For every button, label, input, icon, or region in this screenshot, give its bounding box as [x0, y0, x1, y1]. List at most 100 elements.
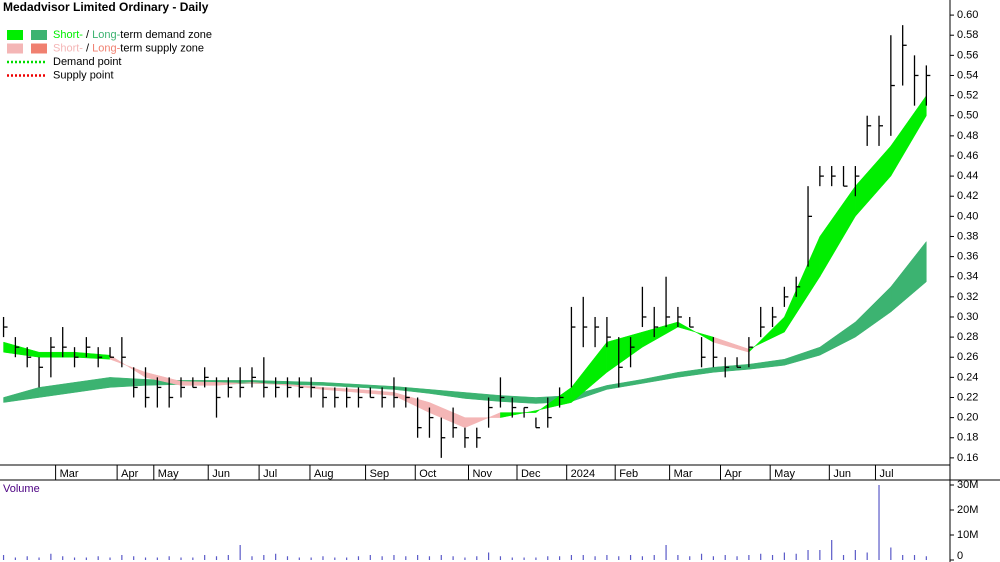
- short-zone-segment: [3, 341, 40, 358]
- short-zone-segment: [429, 402, 466, 429]
- x-tick-label: Aug: [314, 468, 334, 480]
- y-tick-label: 0.58: [957, 29, 978, 41]
- long-zone-segment: [677, 367, 714, 378]
- legend-text: Long-: [92, 29, 120, 41]
- y-tick-label: 0.16: [957, 452, 978, 464]
- x-tick-label: Apr: [724, 468, 741, 480]
- x-tick-label: Feb: [619, 468, 638, 480]
- x-tick-label: Jun: [212, 468, 230, 480]
- legend-text: Supply point: [53, 69, 114, 81]
- short-zone-segment: [748, 316, 785, 353]
- short-zone-segment: [677, 321, 714, 343]
- legend-swatch: [7, 43, 23, 54]
- legend-swatch: [31, 43, 47, 54]
- y-tick-label: 0.26: [957, 351, 978, 363]
- long-zone-segment: [393, 386, 430, 394]
- x-tick-label: Jun: [833, 468, 851, 480]
- y-tick-label: 0.60: [957, 9, 978, 21]
- y-tick-label: 0.50: [957, 110, 978, 122]
- legend-label: Short- / Long-term demand zone: [53, 29, 212, 41]
- long-zone-segment: [38, 382, 75, 398]
- x-tick-label: Nov: [472, 468, 492, 480]
- long-zone-segment: [819, 321, 856, 356]
- short-zone-segment: [464, 412, 501, 429]
- y-tick-label: 0.28: [957, 331, 978, 343]
- legend-text: /: [83, 29, 92, 41]
- y-tick-label: 0.18: [957, 432, 978, 444]
- y-tick-label: 0.34: [957, 271, 978, 283]
- x-tick-label: May: [774, 468, 795, 480]
- x-tick-label: Mar: [60, 468, 79, 480]
- y-tick-label: 0: [957, 550, 963, 562]
- y-tick-label: 0.48: [957, 130, 978, 142]
- legend-label: Demand point: [53, 56, 122, 68]
- y-tick-label: 0.40: [957, 210, 978, 222]
- y-tick-label: 0.24: [957, 371, 978, 383]
- long-zone-segment: [890, 240, 927, 313]
- short-zone-segment: [713, 336, 750, 353]
- y-tick-label: 0.54: [957, 69, 978, 81]
- y-tick-label: 0.32: [957, 291, 978, 303]
- y-tick-label: 0.38: [957, 230, 978, 242]
- long-zone-segment: [855, 286, 892, 338]
- legend-swatch: [7, 30, 23, 40]
- short-zone-segment: [784, 236, 821, 333]
- x-tick-label: Jul: [879, 468, 893, 480]
- y-tick-label: 20M: [957, 504, 978, 516]
- x-tick-label: Sep: [370, 468, 390, 480]
- legend-text: term demand zone: [120, 29, 212, 41]
- y-tick-label: 10M: [957, 529, 978, 541]
- short-zone-segment: [38, 351, 75, 358]
- y-tick-label: 0.36: [957, 251, 978, 263]
- x-tick-label: May: [158, 468, 179, 480]
- y-tick-label: 0.22: [957, 391, 978, 403]
- x-tick-label: Dec: [521, 468, 541, 480]
- short-zone-segment: [606, 331, 643, 373]
- legend-label: Short- / Long-term supply zone: [53, 42, 204, 54]
- long-zone-segment: [322, 382, 359, 388]
- short-zone-segment: [819, 185, 856, 278]
- y-tick-label: 0.30: [957, 311, 978, 323]
- short-zone-segment: [642, 321, 679, 348]
- short-zone-segment: [322, 387, 359, 393]
- x-tick-label: Jul: [263, 468, 277, 480]
- short-zone-segment: [216, 382, 253, 386]
- long-zone-segment: [464, 392, 501, 402]
- short-zone-segment: [393, 392, 430, 413]
- y-tick-label: 0.46: [957, 150, 978, 162]
- panel-title: Volume: [3, 483, 40, 495]
- x-tick-label: Mar: [674, 468, 693, 480]
- y-tick-label: 30M: [957, 479, 978, 491]
- y-tick-label: 0.44: [957, 170, 978, 182]
- long-zone-segment: [606, 379, 643, 390]
- y-tick-label: 0.20: [957, 412, 978, 424]
- legend-text: term supply zone: [120, 42, 204, 54]
- long-zone-segment: [74, 377, 111, 393]
- long-zone-segment: [784, 346, 821, 366]
- long-zone-segment: [429, 389, 466, 399]
- legend-text: Demand point: [53, 56, 122, 68]
- y-tick-label: 0.56: [957, 49, 978, 61]
- long-zone-segment: [358, 384, 395, 390]
- x-tick-label: Apr: [121, 468, 138, 480]
- short-zone-segment: [500, 410, 537, 418]
- short-zone-segment: [109, 354, 146, 378]
- y-tick-label: 0.52: [957, 90, 978, 102]
- long-zone-segment: [748, 358, 785, 370]
- chart-title: Medadvisor Limited Ordinary - Daily: [3, 0, 209, 14]
- long-zone-segment: [3, 387, 40, 403]
- legend-text: Short-: [53, 29, 83, 41]
- short-zone-segment: [74, 351, 111, 360]
- long-zone-segment: [642, 372, 679, 384]
- y-tick-label: 0.42: [957, 190, 978, 202]
- short-zone-segment: [358, 389, 395, 396]
- legend-text: /: [83, 42, 92, 54]
- short-zone-segment: [855, 145, 892, 218]
- long-zone-segment: [109, 377, 146, 388]
- x-tick-label: Oct: [419, 468, 436, 480]
- legend-text: Long-: [92, 42, 120, 54]
- short-zone-segment: [890, 94, 927, 178]
- x-tick-label: 2024: [571, 468, 595, 480]
- legend-swatch: [31, 30, 47, 40]
